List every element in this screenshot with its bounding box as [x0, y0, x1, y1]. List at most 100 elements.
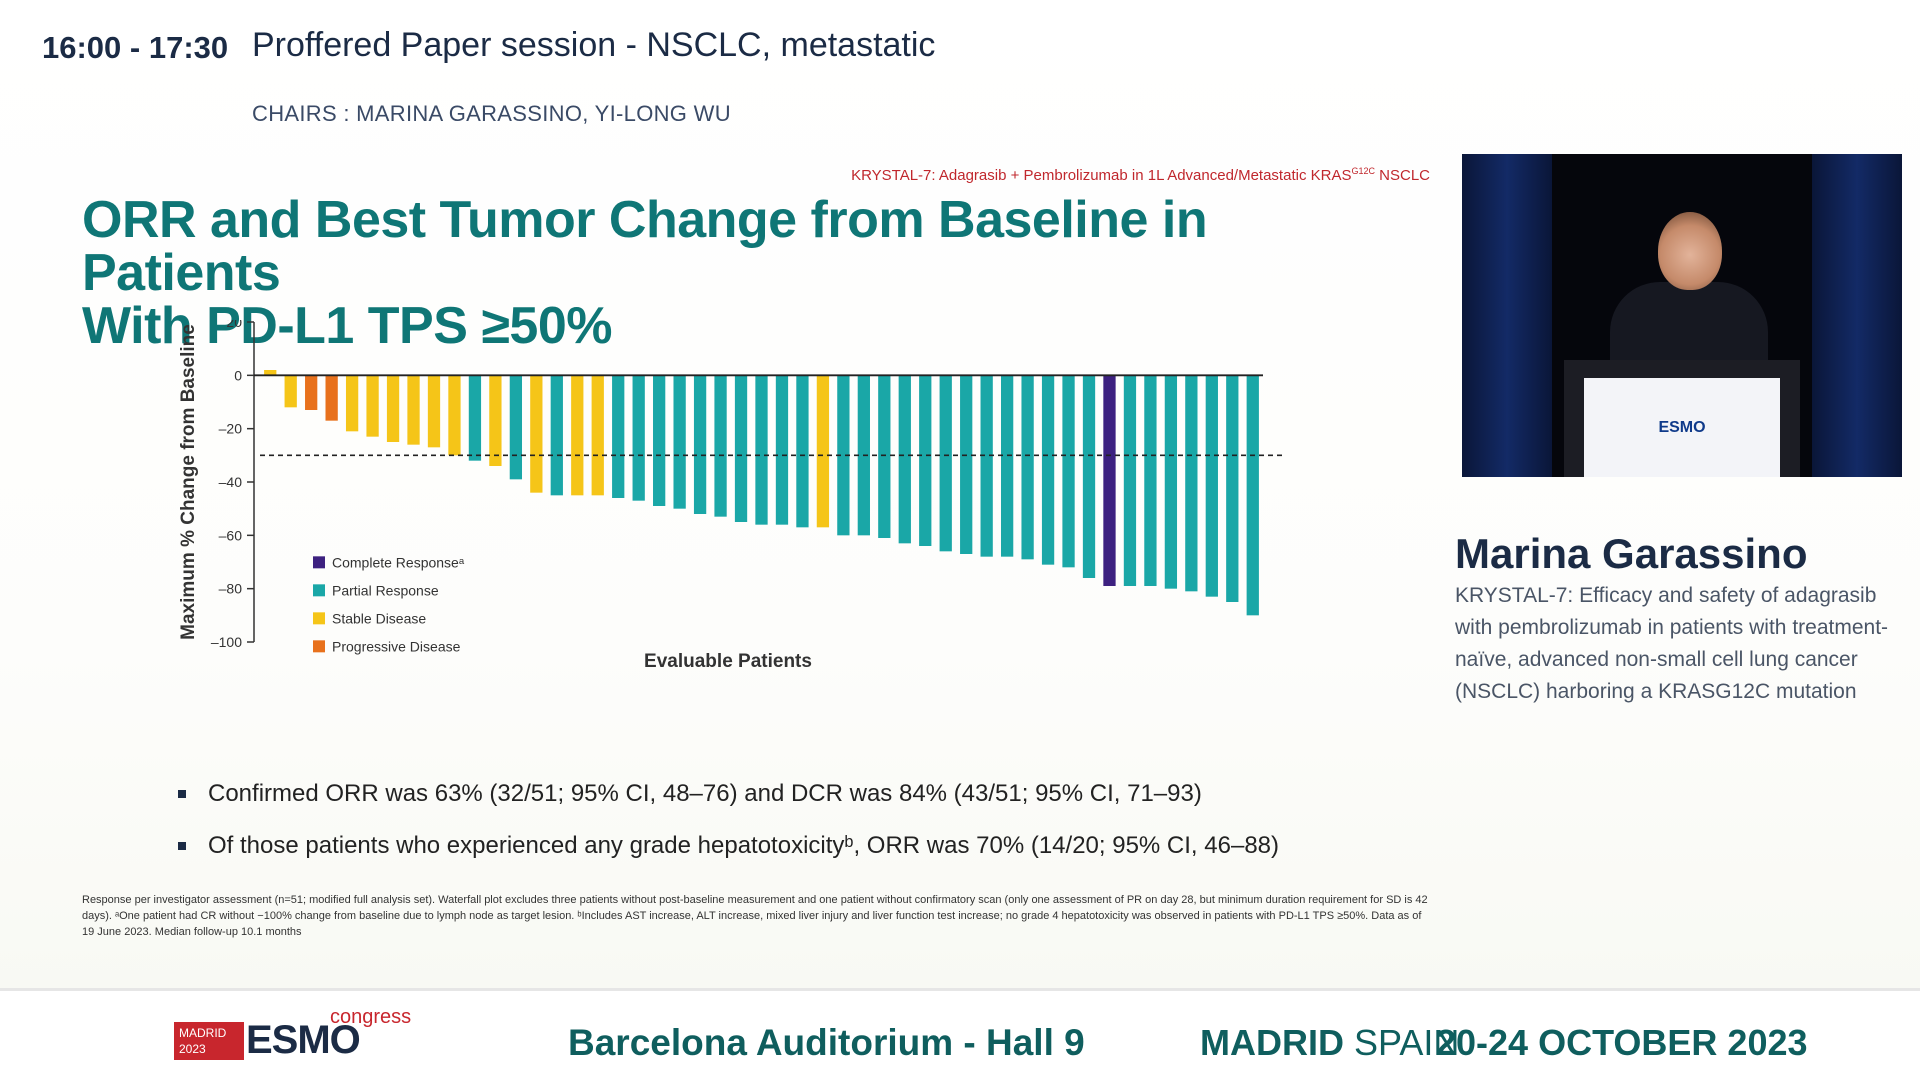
patient-bar [755, 375, 768, 525]
patient-bar [632, 375, 645, 501]
bullet-hepatotoxicity-orr: Of those patients who experienced any gr… [178, 832, 1378, 860]
legend-swatch [313, 556, 325, 569]
stage-curtain-right [1812, 154, 1902, 477]
y-tick-label: –40 [219, 474, 243, 490]
city-name: MADRID [1200, 1022, 1344, 1063]
patient-bar [1185, 375, 1198, 592]
patient-bar [468, 375, 482, 461]
slide-tag-text: KRYSTAL-7: Adagrasib + Pembrolizumab in … [851, 167, 1352, 184]
patient-bar [734, 375, 748, 522]
y-tick-label: –100 [211, 634, 242, 650]
patient-bar [1164, 375, 1178, 589]
y-tick-label: 0 [234, 367, 242, 383]
country-name: SPAIN [1343, 1022, 1460, 1063]
patient-bar [878, 375, 891, 538]
patient-bar [980, 375, 993, 557]
slide-footnote: Response per investigator assessment (n=… [82, 894, 1428, 938]
patient-bar [816, 375, 830, 528]
speaker-talk-title: KRYSTAL-7: Efficacy and safety of adagra… [1455, 584, 1889, 703]
patient-bar [489, 375, 502, 466]
patient-bar [653, 375, 666, 506]
y-tick-label: 20 [226, 320, 242, 330]
patient-bar [775, 375, 789, 525]
patient-bar [714, 375, 727, 517]
city-label: MADRID SPAIN [1200, 1022, 1459, 1064]
patient-bar [571, 375, 584, 496]
patient-bar [591, 375, 604, 496]
slide-title: ORR and Best Tumor Change from Baseline … [82, 194, 1342, 353]
patient-bar [386, 375, 400, 442]
patient-bar [960, 375, 973, 554]
bottom-banner [0, 988, 1920, 1080]
patient-bar [325, 375, 338, 421]
patient-bar [305, 375, 318, 410]
patient-bar [673, 375, 686, 509]
speaker-name: Marina Garassino [1455, 530, 1808, 577]
legend-label: Progressive Disease [332, 638, 461, 654]
slide-bullets: Confirmed ORR was 63% (32/51; 95% CI, 48… [178, 780, 1378, 884]
patient-bar [1246, 375, 1259, 616]
patient-bar [530, 375, 543, 493]
venue-label: Barcelona Auditorium - Hall 9 [568, 1022, 1085, 1063]
patient-bar [1226, 375, 1239, 602]
patient-bar [898, 375, 911, 544]
podium-screen: ESMO [1584, 378, 1780, 477]
legend-label: Partial Response [332, 582, 439, 598]
patient-bar [345, 375, 359, 432]
patient-bar [509, 375, 523, 480]
patient-bar [939, 375, 952, 552]
legend-label: Stable Disease [332, 610, 426, 626]
presentation-slide: KRYSTAL-7: Adagrasib + Pembrolizumab in … [70, 150, 1430, 950]
speaker-head [1658, 212, 1722, 290]
patient-bar [1205, 375, 1218, 597]
legend-swatch [313, 584, 325, 597]
legend-swatch [313, 640, 325, 653]
podium-esmo-logo: ESMO [1658, 418, 1706, 436]
patient-bar [448, 375, 461, 456]
logo-congress-text: congress [330, 1006, 412, 1028]
stage-curtain-left [1462, 154, 1552, 477]
slide-study-tag: KRYSTAL-7: Adagrasib + Pembrolizumab in … [851, 166, 1430, 184]
patient-bar [284, 375, 297, 408]
legend-swatch [313, 612, 325, 625]
logo-madrid-badge: MADRID 2023 [174, 1022, 244, 1060]
bullet-confirmed-orr: Confirmed ORR was 63% (32/51; 95% CI, 48… [178, 780, 1378, 808]
x-axis-title: Evaluable Patients [644, 651, 812, 672]
y-tick-label: –60 [219, 527, 243, 543]
session-title: Proffered Paper session - NSCLC, metasta… [252, 26, 936, 64]
patient-bar [1041, 375, 1055, 565]
slide-title-line-1: ORR and Best Tumor Change from Baseline … [82, 191, 1208, 302]
patient-bar [919, 375, 932, 546]
congress-dates: 20-24 OCTOBER 2023 [1436, 1022, 1808, 1063]
slide-tag-suffix: NSCLC [1374, 167, 1430, 184]
patient-bar [1123, 375, 1137, 586]
patient-bar [407, 375, 420, 445]
y-tick-label: –20 [219, 421, 243, 437]
patient-bar [366, 375, 379, 437]
waterfall-chart: 20 0 –20 –40 –60 –80 –100 Maximum % Change from… [178, 320, 1285, 672]
speaker-video: ESMO [1462, 154, 1902, 477]
session-chairs: CHAIRS : MARINA GARASSINO, YI-LONG WU [252, 101, 731, 126]
y-axis-title: Maximum % Change from Baseline [178, 324, 199, 640]
patient-bar [550, 375, 563, 496]
patient-bar [427, 375, 441, 448]
speaker-figure [1610, 282, 1768, 372]
session-time: 16:00 - 17:30 [42, 30, 229, 65]
logo-esmo-wordmark: ESMO [246, 1018, 361, 1062]
podium: ESMO [1564, 360, 1800, 477]
patient-bar [264, 370, 277, 376]
slide-tag-superscript: G12C [1351, 166, 1375, 176]
patient-bar [796, 375, 809, 528]
patient-bar [1082, 375, 1096, 578]
patient-bar [612, 375, 625, 498]
legend-label: Complete Responseᵃ [332, 554, 465, 570]
patient-bar [693, 375, 707, 514]
patient-bar [1103, 375, 1116, 586]
patient-bar [1062, 375, 1075, 568]
slide-title-line-2: With PD-L1 TPS ≥50% [82, 297, 612, 355]
y-tick-label: –80 [219, 581, 243, 597]
patient-bar [1144, 375, 1157, 586]
patient-bar [837, 375, 850, 536]
patient-bar [1000, 375, 1014, 557]
